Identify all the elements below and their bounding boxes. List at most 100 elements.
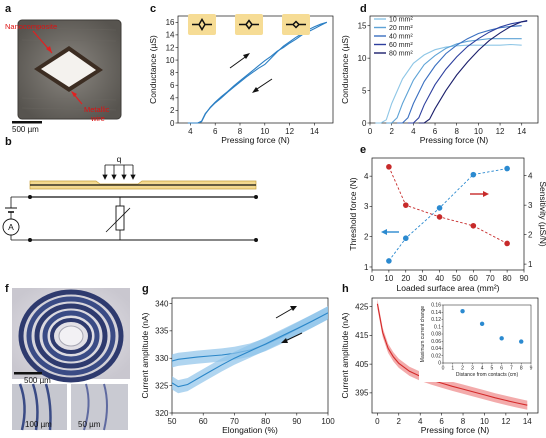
x-tick-label: 70: [486, 274, 495, 283]
x-tick-label: 30: [418, 274, 427, 283]
scale-label-f-right: 50 µm: [78, 420, 101, 429]
legend-label: 80 mm²: [389, 50, 413, 57]
inset-x-tick-label: 5: [490, 366, 493, 372]
x-axis-label: Elongation (%): [222, 425, 278, 435]
x-tick-label: 60: [199, 417, 208, 426]
panel-a: a Nanocomposite Metallic wire 500 µm: [5, 3, 129, 134]
current-curve: [376, 303, 528, 406]
x-tick-label: 90: [520, 274, 529, 283]
loading-curve: [187, 21, 327, 124]
diamond-window: [41, 51, 96, 87]
y-tick-label: 405: [355, 360, 369, 369]
y-axis-label: Threshold force (N): [348, 177, 358, 250]
x-tick-label: 4: [188, 127, 193, 136]
y-tick-label: 1: [364, 263, 369, 272]
arrowhead-metallic-wire: [71, 91, 77, 97]
x-tick-label: 6: [439, 417, 444, 426]
panel-letter-g: g: [142, 283, 149, 295]
y-tick-label: 10: [358, 54, 367, 63]
y-tick-label: 340: [155, 299, 169, 308]
y-tick-label: 5: [362, 86, 367, 95]
x-tick-label: 10: [384, 274, 393, 283]
x-tick-label: 90: [292, 417, 301, 426]
panel-b: b q A: [2, 136, 258, 242]
data-point-left: [504, 165, 510, 172]
y-tick-label: 320: [155, 409, 169, 418]
chart-c: 4 6 8 10 12 14 0 2 4 6 8 10 12 14 16 Pressing force (N)…: [148, 15, 334, 145]
shape-icon-3: [286, 20, 306, 29]
x-tick-label: 14: [523, 417, 532, 426]
error-band: [377, 299, 528, 410]
x-tick-label: 80: [261, 417, 270, 426]
x-tick-label: 8: [461, 417, 466, 426]
y-axis-label: Conductance (µS): [148, 35, 158, 104]
y-tick-label: 325: [155, 381, 169, 390]
inset-x-tick-label: 0: [442, 366, 445, 372]
inset-x-tick-label: 6: [500, 366, 503, 372]
x-tick-label: 6: [433, 127, 438, 136]
panel-letter-c: c: [150, 3, 156, 15]
scale-label-f-left: 100 µm: [25, 420, 52, 429]
x-tick-label: 2: [397, 417, 402, 426]
data-point-left: [436, 205, 443, 211]
unloading-curve: [187, 21, 328, 124]
arrow-down-c: [252, 78, 273, 93]
shape-icon-1: [192, 18, 212, 31]
x-tick-label: 10: [260, 127, 269, 136]
x-tick-label: 40: [435, 274, 444, 283]
y-axis-label: Current amplitude (nA): [140, 312, 150, 398]
inset-y-tick-label: 0: [438, 361, 441, 367]
label-nanocomposite: Nanocomposite: [5, 22, 57, 31]
panel-letter-a: a: [5, 3, 12, 15]
y-tick-label: 335: [155, 327, 169, 336]
series-80-mm-: [418, 19, 528, 124]
scale-label-f-main: 500 µm: [24, 376, 51, 385]
data-point-right: [386, 164, 392, 170]
texture-lines-a: [21, 27, 117, 111]
legend-label: 20 mm²: [389, 25, 413, 32]
releasing-curve: [171, 312, 329, 388]
y-tick-label: 12: [166, 43, 175, 52]
data-point-left: [470, 171, 477, 178]
y-right-axis-label: Sensitivity (µS/N): [538, 181, 546, 247]
panel-letter-h: h: [342, 283, 349, 295]
y-tick-label: 6: [170, 81, 175, 90]
error-band: [172, 306, 328, 368]
inset-x-tick-label: 8: [520, 366, 523, 372]
inset-x-tick-label: 7: [510, 366, 513, 372]
panel-c: c 4 6 8 10 12 14 0 2 4 6 8 10 12 14 16 Pressing force (…: [148, 3, 334, 145]
data-point-right: [470, 222, 477, 229]
y-tick-label: 2: [364, 233, 369, 242]
series-60-mm-: [407, 20, 528, 124]
y-axis-label: Current amplitude (nA): [340, 312, 350, 398]
x-axis-label: Loaded surface area (mm²): [397, 283, 500, 293]
arrow-down-g: [281, 332, 303, 343]
series-20-mm-: [386, 38, 522, 124]
x-tick-label: 12: [285, 127, 294, 136]
x-tick-label: 14: [310, 127, 319, 136]
inset-data-point: [479, 321, 485, 327]
chart-d: 0 2 4 6 8 10 12 14 0 5 10 15 Pressing force (N) Condu…: [340, 15, 539, 145]
y-tick-label: 4: [364, 172, 369, 181]
node-right-top: [254, 195, 258, 199]
inset-shapes-c: [188, 14, 310, 35]
y-tick-label: 4: [170, 94, 175, 103]
inset-y-axis-label: Maximum current change: [420, 306, 426, 363]
x-tick-label: 10: [480, 417, 489, 426]
variable-resistor-tail: [105, 227, 111, 233]
y-tick-label: 10: [166, 56, 175, 65]
y-tick-label: 0: [170, 119, 175, 128]
zoom-left-traces: [18, 383, 52, 431]
x-tick-label: 0: [370, 274, 375, 283]
y-tick-label: 330: [155, 354, 169, 363]
y-right-tick-label: 4: [528, 171, 533, 180]
inset-data-point: [519, 339, 524, 344]
trend-line-left: [388, 168, 508, 262]
x-tick-label: 8: [238, 127, 243, 136]
scale-bar-f-main: [14, 372, 42, 375]
chart-g: 50 60 70 80 90 100 320 325 330 335 340 Elongation (…: [140, 297, 335, 435]
x-tick-label: 80: [503, 274, 512, 283]
x-axis-label: Pressing force (N): [421, 425, 490, 435]
micrograph-f-zoom-right: [71, 384, 128, 430]
